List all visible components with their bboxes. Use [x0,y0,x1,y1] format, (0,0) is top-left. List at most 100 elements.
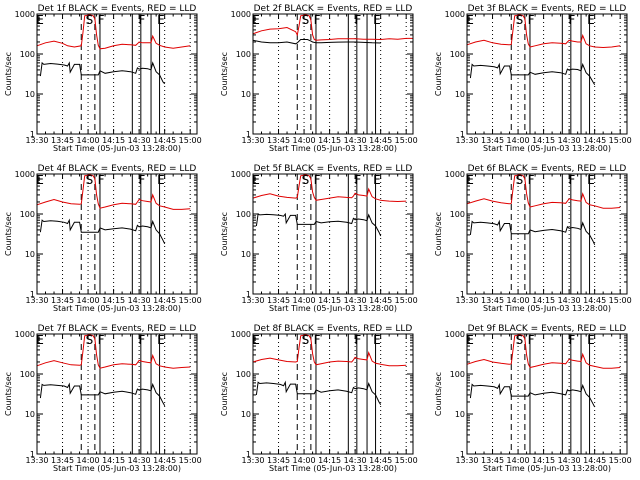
chart-panel: Det 5f BLACK = Events, RED = LLD Counts/s… [220,164,418,313]
y-tick-label: 100 [20,210,35,219]
events-series-line [469,382,596,408]
x-tick-label: 13:45 [481,296,504,305]
segment-label: S [516,13,524,27]
y-tick-label: 100 [236,210,251,219]
lld-series-line [466,174,621,209]
segment-label: E [373,333,381,347]
x-tick-label: 14:00 [507,456,530,465]
panel-title: Det 6f BLACK = Events, RED = LLD [468,164,627,174]
y-tick-label: 100 [450,210,465,219]
y-tick-label: 10 [241,250,251,259]
lld-series-line [36,334,191,369]
events-series-line [39,218,166,245]
y-tick-label: 100 [236,50,251,59]
segment-label: S [86,173,94,187]
x-tick-label: 13:45 [481,136,504,145]
y-tick-label: 1 [460,290,465,299]
lld-series-line [36,174,191,210]
segment-label: E [157,13,165,27]
x-tick-label: 15:00 [179,296,202,305]
segment-label: F [138,333,145,347]
x-tick-label: 13:45 [481,456,504,465]
chart-panel: Det 1f BLACK = Events, RED = LLD Counts/s… [4,4,202,153]
y-tick-label: 10 [25,410,35,419]
segment-label: E [373,173,381,187]
x-tick-label: 14:45 [583,296,606,305]
x-tick-label: 14:45 [153,456,176,465]
x-tick-label: 13:30 [455,296,478,305]
chart-panel: Det 4f BLACK = Events, RED = LLD Counts/s… [4,164,202,313]
plot-frame [36,173,198,295]
segment-label: F [138,173,145,187]
segment-label: F [568,13,575,27]
x-tick-label: 13:45 [267,136,290,145]
segment-label: F [314,333,321,347]
x-axis-label: Start Time (05-Jun-03 13:28:00) [53,144,181,153]
y-axis-label: Counts/sec [4,52,13,96]
y-tick-label: 100 [450,50,465,59]
x-tick-label: 14:45 [369,456,392,465]
y-tick-label: 1000 [15,10,35,19]
x-tick-label: 13:30 [455,456,478,465]
segment-label: E [157,173,165,187]
segment-label: F [138,13,145,27]
panel-title: Det 2f BLACK = Events, RED = LLD [254,4,413,14]
x-axis-label: Start Time (05-Jun-03 13:28:00) [53,304,181,313]
x-axis-label: Start Time (05-Jun-03 13:28:00) [269,464,397,473]
y-tick-label: 1000 [15,170,35,179]
y-tick-label: 1 [30,130,35,139]
x-tick-label: 13:30 [25,136,48,145]
x-tick-label: 14:30 [558,136,581,145]
y-axis-label: Counts/sec [434,372,443,416]
panel-title: Det 5f BLACK = Events, RED = LLD [254,164,413,174]
y-tick-label: 1 [30,450,35,459]
segment-label: E [466,333,474,347]
x-tick-label: 14:45 [369,136,392,145]
x-tick-label: 14:45 [583,136,606,145]
segment-label: F [314,13,321,27]
x-tick-label: 13:30 [241,296,264,305]
y-axis-label: Counts/sec [4,212,13,256]
x-tick-label: 15:00 [609,296,632,305]
x-tick-label: 14:00 [77,456,100,465]
segment-label: F [98,13,105,27]
x-tick-label: 13:45 [267,456,290,465]
y-tick-label: 1 [246,290,251,299]
x-tick-label: 14:45 [153,136,176,145]
plot-frame [466,173,628,295]
x-tick-label: 14:15 [532,456,555,465]
y-tick-label: 1000 [231,10,251,19]
segment-label: E [36,333,44,347]
segment-label: E [587,13,595,27]
events-series-line [39,382,166,407]
x-tick-label: 14:15 [318,456,341,465]
x-tick-label: 14:30 [344,456,367,465]
y-axis-label: Counts/sec [434,52,443,96]
x-tick-label: 14:30 [128,456,151,465]
segment-label: S [516,173,524,187]
y-tick-label: 100 [450,370,465,379]
segment-label: S [302,13,310,27]
chart-panel: Det 6f BLACK = Events, RED = LLD Counts/s… [434,164,632,313]
segment-label: E [466,13,474,27]
x-tick-label: 15:00 [179,136,202,145]
x-tick-label: 15:00 [179,456,202,465]
events-series-line [469,62,596,86]
x-tick-label: 14:00 [293,296,316,305]
y-tick-label: 1 [246,450,251,459]
segment-label: E [466,173,474,187]
x-tick-label: 14:45 [583,456,606,465]
x-tick-label: 14:15 [102,296,125,305]
x-tick-label: 13:45 [51,456,74,465]
segment-label: F [98,333,105,347]
y-tick-label: 1000 [231,330,251,339]
y-tick-label: 10 [455,90,465,99]
panel-title: Det 9f BLACK = Events, RED = LLD [468,324,627,334]
y-tick-label: 10 [241,410,251,419]
y-axis-label: Counts/sec [220,372,229,416]
segment-label: F [528,173,535,187]
x-tick-label: 15:00 [395,296,418,305]
segment-label: E [587,173,595,187]
segment-label: E [252,13,260,27]
x-tick-label: 14:00 [77,296,100,305]
